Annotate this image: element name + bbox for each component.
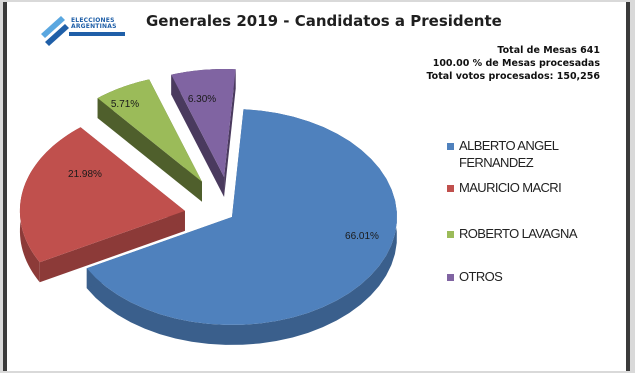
stat-votos: Total votos procesados: 150,256: [426, 71, 600, 82]
legend-label-3: OTROS: [459, 269, 503, 284]
pie-chart: 66.01% 21.98% 5.71% 6.30%: [19, 69, 397, 345]
chart-title: Generales 2019 - Candidatos a Presidente: [146, 12, 502, 30]
legend-swatch-0: [447, 143, 454, 150]
legend-label-1: MAURICIO MACRI: [459, 180, 562, 195]
legend-swatch-3: [447, 274, 454, 281]
legend-swatch-2: [447, 231, 454, 238]
pie-slice-face-1-0: [39, 210, 185, 283]
pie-slice-mauricio-macri: [19, 127, 185, 263]
stat-mesas: Total de Mesas 641: [497, 45, 600, 56]
pie-data-label-3: 6.30%: [188, 94, 216, 105]
pie-slice-roberto-lavagna: [97, 79, 202, 182]
legend-swatch-1: [447, 185, 454, 192]
pie-slice-otros: [171, 69, 236, 178]
stats-block: Total de Mesas 641 100.00 % de Mesas pro…: [426, 44, 600, 83]
legend-label-0: ALBERTO ANGEL FERNANDEZ: [459, 138, 559, 170]
logo-text: ELECCIONES ARGENTINAS: [71, 17, 117, 30]
pie-slice-face-3-1: [224, 69, 236, 198]
pie-slice-face-3-0: [171, 74, 225, 198]
pie-slice-face-2-0: [97, 98, 202, 202]
legend-label-2: ROBERTO LAVAGNA: [459, 226, 578, 241]
pie-data-label-2: 5.71%: [111, 99, 139, 110]
elecciones-logo: ELECCIONES ARGENTINAS: [39, 12, 131, 52]
chart-frame: ELECCIONES ARGENTINAS Generales 2019 - C…: [3, 2, 630, 371]
pie-data-label-1: 21.98%: [68, 169, 102, 180]
pie-slice-alberto-angel-fernandez: [86, 109, 397, 325]
pie-data-label-0: 66.01%: [345, 231, 379, 242]
stat-procesadas: 100.00 % de Mesas procesadas: [432, 58, 600, 69]
logo-mark-icon: [41, 16, 125, 46]
